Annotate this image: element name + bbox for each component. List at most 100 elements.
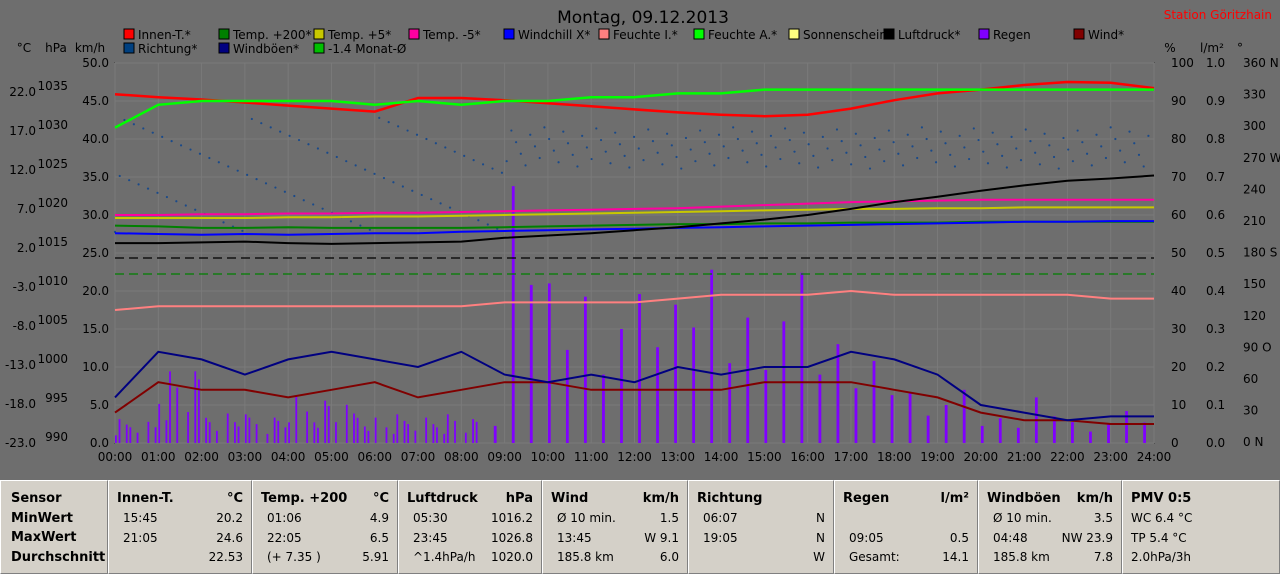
rain-bar	[205, 417, 207, 443]
x-tick-label: 20:00	[964, 450, 999, 464]
direction-dot	[463, 154, 466, 157]
stats-row: 05:30 1016.2	[407, 511, 533, 527]
stats-row: 185.8 km 6.0	[551, 550, 679, 566]
rain-bar	[998, 418, 1002, 443]
stats-cell-left: 2.0hPa/3h	[1131, 550, 1192, 564]
direction-dot	[1147, 134, 1150, 137]
stats-row: 22:05 6.5	[261, 531, 389, 547]
pct-tick-label: 70	[1171, 170, 1186, 184]
stats-row: 09:05 0.5	[843, 531, 969, 547]
column-header: PMV 0:5	[1131, 491, 1271, 507]
rain-bar	[1107, 424, 1110, 443]
stats-cell-right: 22.53	[208, 550, 243, 564]
column-header: Windböen km/h	[987, 491, 1113, 507]
direction-dot	[401, 185, 404, 188]
rain-bar	[158, 403, 161, 443]
rain-bar	[529, 284, 533, 443]
hpa-tick-label: 1035	[37, 79, 68, 93]
hpa-tick-label: 1020	[37, 196, 68, 210]
direction-dot	[293, 194, 296, 198]
direction-dot	[354, 164, 357, 167]
direction-dot	[1090, 164, 1093, 167]
rain-bar	[1089, 431, 1092, 443]
direction-dot	[472, 159, 475, 162]
deg-tick-label: 150	[1243, 277, 1266, 291]
direction-dot	[208, 156, 211, 160]
direction-dot	[194, 208, 197, 211]
direction-dot	[774, 146, 777, 149]
hpa-tick-label: 1015	[37, 235, 68, 249]
rain-bar	[197, 379, 200, 443]
rain-tick-label: 0.0	[1206, 436, 1225, 450]
legend-label: Temp. -5*	[422, 28, 481, 42]
direction-dot	[732, 126, 735, 129]
direction-dot	[1048, 144, 1051, 147]
direction-dot	[170, 140, 173, 143]
direction-dot	[279, 130, 282, 133]
rain-bar	[656, 347, 659, 443]
direction-dot	[817, 166, 820, 169]
rain-bar	[136, 432, 139, 443]
direction-dot	[750, 130, 754, 133]
direction-dot	[1034, 151, 1037, 154]
direction-dot	[1104, 156, 1108, 160]
rain-bar	[1071, 422, 1074, 443]
direction-dot	[887, 129, 890, 132]
column-header: Wind km/h	[551, 491, 679, 507]
rain-tick-label: 0.6	[1206, 208, 1225, 222]
direction-dot	[430, 198, 433, 201]
direction-dot	[651, 140, 655, 143]
direction-dot	[184, 204, 187, 207]
legend-label: Wind*	[1088, 28, 1124, 42]
direction-dot	[529, 133, 532, 136]
deg-tick-label: 60	[1243, 372, 1258, 386]
rain-bar	[277, 420, 280, 443]
hpa-tick-label: 995	[45, 391, 68, 405]
x-tick-label: 13:00	[660, 450, 695, 464]
weather-chart: Montag, 09.12.2013 Station Göritzhain °C…	[5, 8, 1280, 464]
legend-label: Luftdruck*	[898, 28, 961, 42]
kmh-tick-label: 10.0	[82, 360, 109, 374]
stats-cell-left: ^1.4hPa/h	[413, 550, 476, 564]
rain-bar	[407, 424, 410, 443]
direction-dot	[425, 137, 428, 141]
direction-dot	[845, 151, 848, 154]
station-name: Station Göritzhain	[1164, 8, 1272, 22]
direction-dot	[632, 135, 636, 138]
rain-bar	[944, 405, 948, 443]
stats-row: 21:05 24.6	[117, 531, 243, 547]
stats-cell-right: 6.0	[659, 550, 679, 564]
stats-row: W	[697, 550, 825, 566]
rain-bar	[980, 425, 984, 443]
direction-dot	[1085, 152, 1089, 155]
stats-row: TP 5.4 °C	[1131, 531, 1271, 547]
pct-tick-label: 90	[1171, 94, 1186, 108]
direction-dot	[444, 146, 447, 149]
direction-dot	[807, 143, 810, 146]
direction-dot	[349, 220, 353, 223]
legend-label: Richtung*	[138, 42, 197, 56]
x-tick-label: 16:00	[790, 450, 825, 464]
stats-cell-left: 04:48	[993, 530, 1028, 545]
legend-swatch	[1073, 28, 1085, 40]
column-unit: km/h	[1076, 491, 1113, 506]
direction-dot	[415, 133, 419, 136]
direction-dot	[146, 187, 150, 190]
rain-bar	[493, 425, 497, 443]
rain-bar	[374, 417, 377, 443]
unit-percent: %	[1164, 41, 1175, 55]
column-title: Richtung	[697, 491, 763, 506]
x-tick-label: 01:00	[141, 450, 176, 464]
direction-dot	[930, 149, 933, 152]
stats-cell-right: W 9.1	[644, 530, 679, 545]
direction-dot	[1043, 132, 1046, 135]
direction-dot	[288, 134, 291, 137]
stats-column: Wind km/h Ø 10 min. 1.5 13:45 W 9.1 185.8 km 6.…	[542, 480, 688, 574]
direction-dot	[821, 135, 824, 138]
rain-bar	[1143, 422, 1146, 443]
kmh-tick-label: 20.0	[82, 284, 109, 298]
direction-dot	[892, 141, 895, 144]
x-tick-label: 05:00	[314, 450, 349, 464]
legend-label: Feuchte I.*	[613, 28, 678, 42]
direction-dot	[1010, 135, 1013, 138]
